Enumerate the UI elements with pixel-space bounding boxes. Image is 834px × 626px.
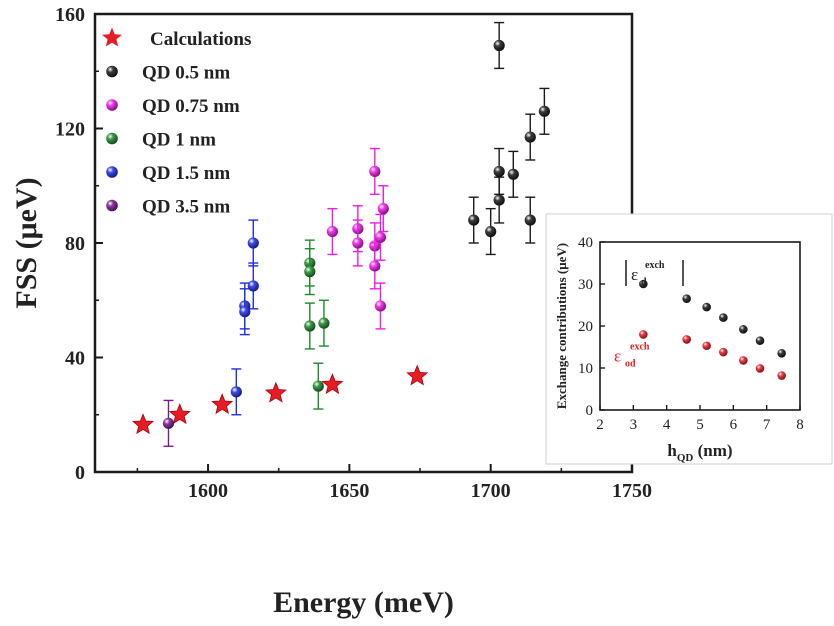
sphere-marker — [230, 386, 242, 398]
epsilon-d-superscript: exch — [645, 260, 665, 271]
inset-sphere-marker — [719, 313, 728, 322]
sphere-marker — [312, 380, 324, 392]
star-marker — [321, 373, 344, 395]
epsilon-d-subscript: d — [641, 277, 647, 288]
sphere-marker — [493, 165, 505, 178]
inset-sphere-marker — [739, 356, 748, 365]
sphere-marker — [507, 168, 519, 180]
epsilon-od-subscript: od — [625, 359, 636, 370]
inset-x-tick-label: 7 — [763, 417, 771, 433]
inset-x-tick-label: 8 — [796, 417, 804, 433]
main-axis-ticks: 1600 1650 1700 1750 0 40 80 120 160 — [55, 4, 652, 502]
inset-sphere-marker — [777, 349, 786, 358]
legend-label: QD 1.5 nm — [142, 163, 230, 184]
sphere-marker — [304, 320, 316, 332]
legend-sphere-marker — [106, 99, 118, 111]
legend-sphere-marker — [106, 166, 118, 178]
epsilon-od-label: ε — [614, 347, 621, 366]
star-marker — [264, 381, 287, 403]
legend-label: QD 0.5 nm — [142, 63, 230, 84]
inset-y-axis-title: Exchange contributions (μeV) — [554, 243, 569, 409]
legend-label: QD 3.5 nm — [142, 197, 230, 218]
sphere-marker — [318, 317, 330, 329]
sphere-marker — [485, 225, 497, 238]
sphere-marker — [377, 203, 389, 215]
inset-sphere-marker — [682, 335, 691, 344]
inset-sphere-marker — [755, 364, 765, 373]
inset-sphere-marker — [755, 336, 765, 346]
sphere-marker — [369, 260, 381, 272]
legend-sphere-marker — [106, 65, 118, 78]
main-data-marks — [132, 21, 550, 447]
sphere-marker — [493, 194, 505, 206]
x-tick-label: 1600 — [188, 480, 228, 502]
x-tick-label: 1750 — [612, 480, 652, 502]
inset-x-title-subscript: QD — [677, 452, 694, 464]
inset-y-tick-label: 0 — [586, 403, 594, 419]
inset-sphere-marker — [739, 325, 748, 334]
sphere-marker — [538, 105, 550, 117]
x-tick-label: 1700 — [471, 480, 511, 502]
epsilon-d-label: ε — [631, 265, 638, 284]
inset-y-tick-label: 40 — [578, 235, 593, 251]
x-axis-title: Energy (meV) — [273, 586, 454, 619]
legend-label: Calculations — [150, 29, 251, 50]
star-marker — [211, 393, 234, 415]
inset-x-tick-label: 6 — [730, 417, 738, 433]
star-marker — [168, 403, 191, 425]
inset-y-tick-label: 10 — [578, 361, 593, 377]
sphere-marker — [369, 165, 381, 178]
sphere-marker — [352, 237, 364, 249]
y-tick-label: 0 — [75, 462, 85, 484]
inset-data-marks — [639, 279, 786, 380]
inset-sphere-marker — [702, 302, 711, 312]
inset-sphere-marker — [639, 330, 648, 339]
legend-sphere-marker — [106, 199, 118, 212]
legend-sphere-marker — [106, 132, 118, 145]
inset-x-title-unit: (nm) — [693, 441, 732, 460]
inset-x-tick-label: 4 — [663, 417, 671, 433]
y-tick-label: 40 — [65, 348, 85, 370]
inset-x-tick-label: 2 — [596, 417, 604, 433]
y-axis-title: FSS (μeV) — [10, 177, 43, 308]
inset-sphere-marker — [719, 347, 728, 357]
sphere-marker — [374, 300, 387, 312]
sphere-marker — [162, 417, 175, 429]
legend-label: QD 0.75 nm — [142, 96, 240, 117]
sphere-marker — [468, 214, 480, 226]
inset-y-tick-label: 20 — [578, 319, 593, 335]
inset-sphere-marker — [682, 294, 691, 304]
y-tick-label: 120 — [55, 119, 85, 141]
inset-sphere-marker — [639, 279, 648, 289]
sphere-marker — [374, 231, 387, 243]
legend-star-marker — [102, 27, 122, 47]
sphere-marker — [326, 225, 339, 238]
y-tick-label: 160 — [55, 4, 85, 26]
sphere-marker — [524, 131, 536, 143]
x-tick-label: 1650 — [329, 480, 369, 502]
inset-axis-ticks: 2 3 4 5 6 7 8 0 10 20 30 40 — [578, 235, 804, 433]
legend-label: QD 1 nm — [142, 130, 216, 151]
y-tick-label: 80 — [65, 233, 85, 255]
sphere-marker — [304, 266, 316, 278]
epsilon-od-superscript: exch — [630, 342, 650, 353]
star-marker — [132, 413, 155, 435]
legend: Calculations QD 0.5 nm QD 0.75 nm QD 1 nm QD… — [102, 27, 251, 218]
sphere-marker — [247, 237, 259, 249]
sphere-marker — [239, 306, 251, 318]
sphere-marker — [247, 280, 259, 292]
star-marker — [406, 364, 429, 386]
inset-y-tick-label: 30 — [578, 277, 593, 293]
main-chart: 1600 1650 1700 1750 0 40 80 120 160 Calculations… — [10, 4, 652, 619]
inset-x-tick-label: 3 — [630, 417, 638, 433]
inset-x-tick-label: 5 — [696, 417, 704, 433]
sphere-marker — [524, 214, 536, 226]
inset-sphere-marker — [702, 341, 711, 351]
sphere-marker — [493, 39, 505, 52]
inset-sphere-marker — [777, 371, 786, 380]
